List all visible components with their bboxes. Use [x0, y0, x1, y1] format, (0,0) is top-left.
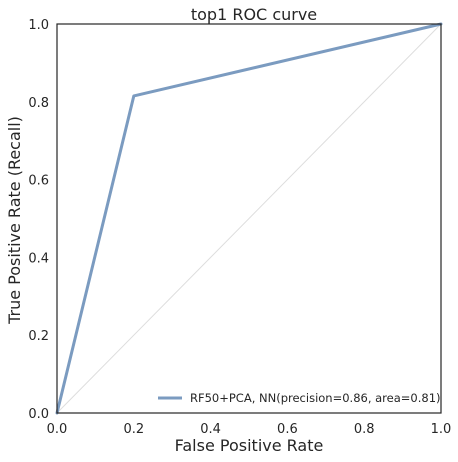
- x-tick-label: 0.4: [200, 422, 221, 437]
- x-tick-label: 0.8: [354, 422, 375, 437]
- chart-title: top1 ROC curve: [191, 5, 317, 24]
- x-tick-label: 1.0: [431, 422, 452, 437]
- series-line-0: [55, 22, 443, 415]
- x-tick-label: 0.0: [47, 422, 68, 437]
- y-tick-label: 0.6: [28, 174, 49, 189]
- legend-label: RF50+PCA, NN(precision=0.86, area=0.81): [190, 391, 441, 405]
- plot-frame: [56, 23, 442, 414]
- y-tick-label: 0.0: [28, 407, 49, 422]
- y-tick-label: 0.2: [28, 329, 49, 344]
- reference-diagonal-line: [56, 23, 442, 414]
- plot-area: 0.0 0.2 0.4 0.6 0.8 1.0 0.0 0.2 0.4 0.6 0.8 1.0 RF50…: [28, 18, 451, 437]
- x-tick-label: 0.2: [123, 422, 144, 437]
- y-tick-label: 0.8: [28, 96, 49, 111]
- x-axis-label: False Positive Rate: [175, 436, 324, 455]
- y-tick-label: 0.4: [28, 251, 49, 266]
- x-tick-label: 0.6: [277, 422, 298, 437]
- y-axis-label: True Positive Rate (Recall): [5, 116, 24, 325]
- y-tick-label: 1.0: [28, 18, 49, 33]
